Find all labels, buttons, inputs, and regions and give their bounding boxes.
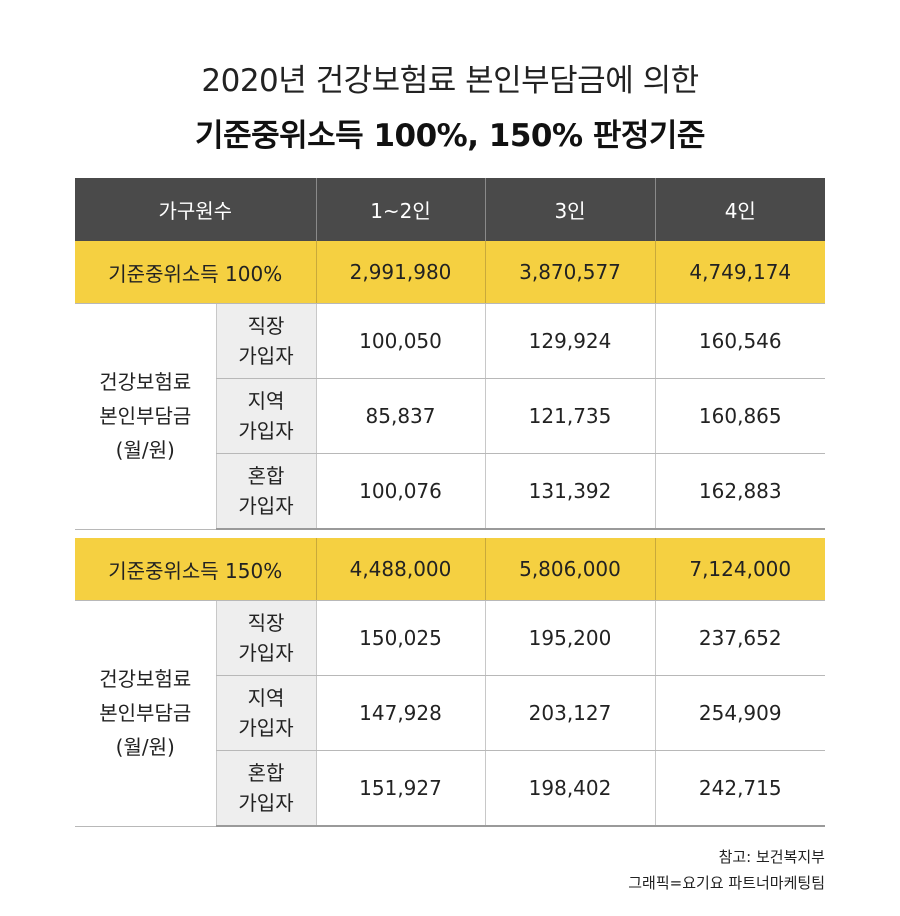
table-row: 지역 가입자 147,928 203,127 254,909 [75,675,825,751]
label-line: 직장 [247,611,285,635]
page-title-line1: 2020년 건강보험료 본인부담금에 의한 [201,63,699,99]
source-reference: 참고: 보건복지부 [718,848,825,866]
table-header-row: 가구원수 1~2인 3인 4인 [75,178,826,241]
median-income-value: 3,870,577 [484,241,656,304]
subscriber-type-label: 지역 가입자 [215,675,316,751]
premium-group-label: 건강보험료 본인부담금 (월/원) [75,600,216,827]
premium-value: 121,735 [484,378,656,454]
premium-value: 242,715 [654,750,825,827]
group-label-line: 본인부담금 [99,404,192,429]
label-line: 가입자 [238,494,294,518]
premium-value: 195,200 [484,600,655,676]
premium-value: 129,924 [484,303,656,379]
premium-value: 150,025 [315,600,485,676]
premium-value: 100,050 [315,303,486,379]
header-4-person: 4인 [654,178,826,241]
median-income-label: 기준중위소득 100% [75,241,317,304]
premium-value: 237,652 [654,600,825,676]
group-label-line: 건강보험료 [99,370,192,395]
table-row: 건강보험료 본인부담금 (월/원) 직장 가입자 100,050 129,924… [75,303,826,530]
table-row: 건강보험료 본인부담금 (월/원) 직장 가입자 150,025 195,200… [75,600,825,827]
median-income-label: 기준중위소득 150% [75,538,316,601]
premium-value: 162,883 [654,453,826,530]
label-line: 가입자 [238,419,294,443]
group-label-line: 본인부담금 [99,701,192,726]
page-title-line2: 기준중위소득 100%, 150% 판정기준 [195,118,705,154]
median-income-row: 기준중위소득 150% 4,488,000 5,806,000 7,124,00… [75,538,825,601]
table-row: 혼합 가입자 151,927 198,402 242,715 [75,750,825,827]
subscriber-type-label: 혼합 가입자 [215,750,316,827]
header-1-2-person: 1~2인 [315,178,486,241]
median-income-row: 기준중위소득 100% 2,991,980 3,870,577 4,749,17… [75,241,826,304]
label-line: 가입자 [238,641,294,665]
group-label-line: (월/원) [115,735,175,760]
median-income-value: 2,991,980 [315,241,486,304]
premium-value: 131,392 [484,453,656,530]
premium-value: 254,909 [654,675,825,751]
subscriber-type-label: 지역 가입자 [215,378,317,454]
table-row: 지역 가입자 85,837 121,735 160,865 [75,378,826,454]
premium-value: 100,076 [315,453,486,530]
label-line: 직장 [247,314,285,338]
table-row: 혼합 가입자 100,076 131,392 162,883 [75,453,826,530]
median-income-value: 4,749,174 [654,241,826,304]
criteria-table-150: 기준중위소득 150% 4,488,000 5,806,000 7,124,00… [75,538,825,827]
median-income-value: 5,806,000 [484,538,655,601]
subscriber-type-label: 직장 가입자 [215,303,317,379]
premium-value: 147,928 [315,675,485,751]
premium-value: 160,865 [654,378,826,454]
premium-value: 151,927 [315,750,485,827]
median-income-value: 4,488,000 [315,538,485,601]
label-line: 가입자 [238,716,294,740]
criteria-table-100: 가구원수 1~2인 3인 4인 기준중위소득 100% 2,991,980 3,… [75,178,826,530]
premium-value: 160,546 [654,303,826,379]
label-line: 지역 [247,686,285,710]
group-label-line: 건강보험료 [99,667,192,692]
median-income-value: 7,124,000 [654,538,825,601]
subscriber-type-label: 혼합 가입자 [215,453,317,530]
premium-value: 198,402 [484,750,655,827]
label-line: 가입자 [238,791,294,815]
label-line: 지역 [247,389,285,413]
subscriber-type-label: 직장 가입자 [215,600,316,676]
premium-value: 85,837 [315,378,486,454]
label-line: 혼합 [247,464,285,488]
graphic-credit: 그래픽=요기요 파트너마케팅팀 [628,874,825,892]
premium-value: 203,127 [484,675,655,751]
label-line: 가입자 [238,344,294,368]
group-label-line: (월/원) [115,438,175,463]
header-household-size: 가구원수 [75,178,317,241]
premium-group-label: 건강보험료 본인부담금 (월/원) [75,303,216,530]
header-3-person: 3인 [484,178,656,241]
label-line: 혼합 [247,761,285,785]
